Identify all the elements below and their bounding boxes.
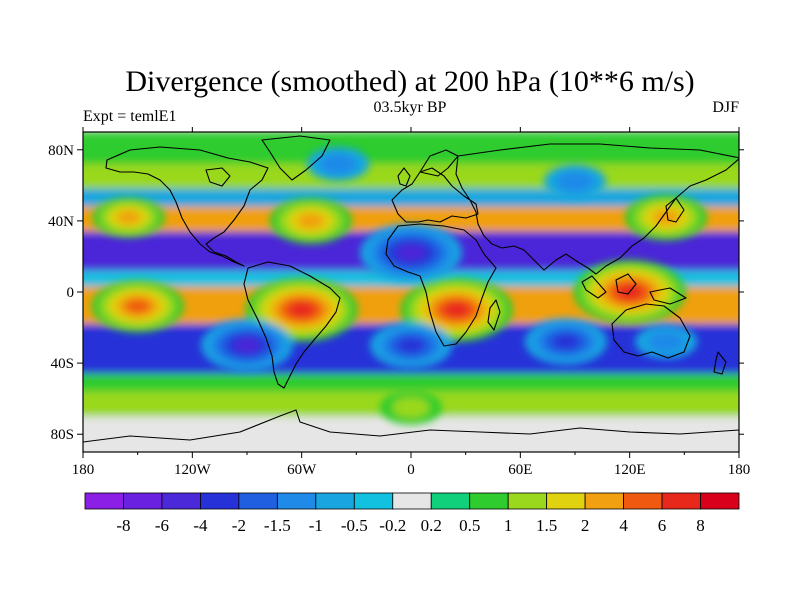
colorbar-label: -4	[193, 516, 208, 535]
season-label: DJF	[712, 99, 739, 116]
coast-asia	[455, 143, 739, 275]
coast-madagascar	[487, 299, 501, 331]
field-feature	[116, 210, 141, 224]
colorbar-label: 4	[619, 516, 628, 535]
coast-greenland	[261, 135, 331, 181]
x-tick-label: 120E	[614, 462, 646, 478]
x-tick-label: 0	[407, 462, 415, 478]
colorbar-box	[392, 492, 432, 510]
coastlines	[83, 135, 739, 443]
y-tick-label: 40S	[51, 356, 74, 372]
colorbar-label: 6	[658, 516, 667, 535]
colorbar-box	[123, 492, 163, 510]
colorbar-box	[161, 492, 201, 510]
chart-title: Divergence (smoothed) at 200 hPa (10**6 …	[125, 65, 694, 98]
field-feature	[234, 338, 260, 353]
colorbar-box	[276, 492, 317, 510]
colorbar-box	[84, 492, 124, 510]
field-feature	[556, 171, 594, 192]
divergence-field	[83, 132, 739, 452]
colorbar-label: -6	[155, 516, 169, 535]
colorbar-box	[430, 492, 471, 510]
colorbar-label: 1	[504, 516, 513, 535]
colorbar-label: 8	[696, 516, 705, 535]
colorbar-box	[469, 492, 509, 510]
field-feature	[397, 337, 425, 354]
field-features	[91, 147, 708, 425]
field-feature	[297, 213, 325, 229]
coast-north-america	[105, 146, 269, 267]
field-feature	[552, 334, 580, 350]
colorbar-box	[200, 492, 240, 510]
colorbar-label: -2	[232, 516, 246, 535]
x-tick-label: 180	[72, 462, 95, 478]
y-axis: 80N 40N 0 40S 80S	[48, 143, 744, 443]
period-label: 03.5kyr BP	[374, 99, 447, 116]
colorbar-box	[584, 492, 624, 510]
y-tick-label: 80N	[48, 143, 74, 159]
x-tick-label: 60W	[287, 462, 317, 478]
field-feature	[647, 331, 685, 352]
colorbar-box	[546, 492, 586, 510]
colorbar-label: -0.5	[341, 516, 368, 535]
field-feature	[443, 302, 470, 318]
colorbar-label: 2	[581, 516, 590, 535]
colorbar-label: 1.5	[536, 516, 557, 535]
colorbar-box	[238, 492, 278, 510]
field-feature	[397, 244, 425, 261]
experiment-label: Expt = temlE1	[83, 108, 176, 125]
y-tick-label: 80S	[51, 427, 74, 443]
x-tick-label: 180	[728, 462, 751, 478]
coast-borneo	[615, 273, 637, 295]
x-tick-label: 60E	[508, 462, 532, 478]
field-feature	[392, 397, 430, 418]
colorbar-label: -8	[116, 516, 130, 535]
field-feature	[125, 299, 151, 314]
map-panel: 180 120W 60W 0 60E 120E 180 80N 40N 0 40S 80S	[48, 127, 750, 478]
colorbar-label: -1.5	[264, 516, 291, 535]
colorbar-label: -1	[309, 516, 323, 535]
colorbar-label: 0.5	[459, 516, 480, 535]
coast-australia	[611, 303, 691, 359]
colorbar-box	[700, 492, 740, 510]
colorbar-label: -0.2	[379, 516, 406, 535]
colorbar-box	[353, 492, 394, 510]
x-axis: 180 120W 60W 0 60E 120E 180	[72, 127, 751, 478]
coast-hudson-bay	[205, 167, 231, 187]
field-feature	[319, 153, 357, 175]
y-tick-label: 40N	[48, 214, 74, 230]
coast-new-guinea	[649, 287, 687, 305]
zonal-band	[83, 373, 739, 392]
x-tick-label: 120W	[174, 462, 212, 478]
colorbar-box	[507, 492, 548, 510]
coast-japan	[665, 197, 685, 223]
coast-south-america	[243, 261, 341, 389]
coast-europe	[391, 167, 479, 223]
colorbar-box	[315, 492, 355, 510]
coast-britain	[397, 167, 411, 187]
coast-sumatra	[581, 275, 607, 299]
coast-africa	[385, 223, 497, 347]
coast-new-zealand	[713, 351, 727, 375]
colorbar: -8 -6 -4 -2 -1.5 -1 -0.5 -0.2 0.2 0.5 1 1.5 2 4 6 8	[84, 492, 740, 535]
field-feature	[288, 302, 315, 318]
colorbar-label: 0.2	[421, 516, 442, 535]
zonal-band	[83, 132, 739, 164]
colorbar-box	[623, 492, 663, 510]
coast-antarctica	[83, 409, 739, 443]
colorbar-box	[661, 492, 701, 510]
y-tick-label: 0	[67, 285, 75, 301]
